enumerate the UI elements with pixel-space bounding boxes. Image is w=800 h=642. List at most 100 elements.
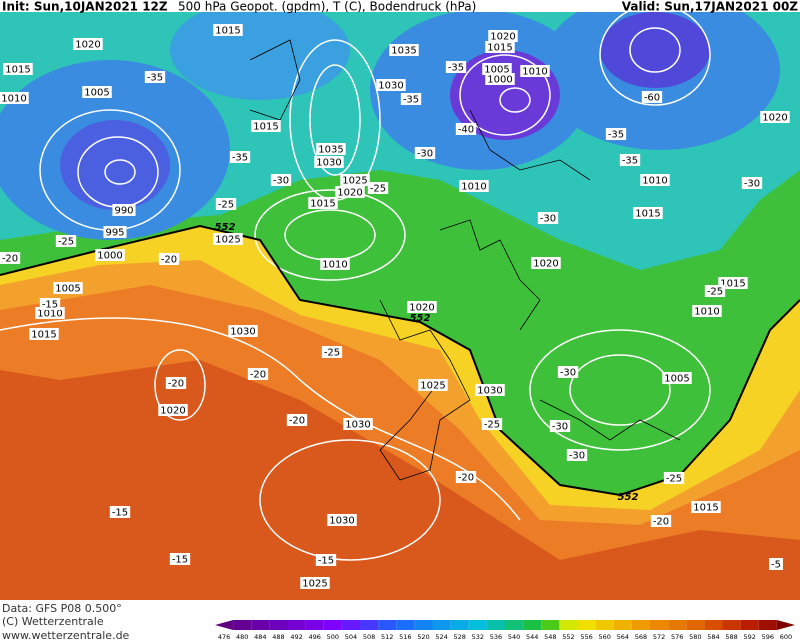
colorbar-cell (323, 620, 342, 630)
temperature-label: -25 (370, 184, 386, 195)
colorbar-label: 600 (780, 633, 792, 641)
map-fill (0, 12, 800, 600)
colorbar-label: 552 (562, 633, 574, 641)
pressure-label-group: 1020 (158, 404, 188, 417)
pressure-label: 1020 (75, 40, 100, 51)
temperature-label: -35 (608, 130, 624, 141)
colorbar-label: 528 (453, 633, 465, 641)
temperature-label: -25 (707, 287, 723, 298)
pressure-label-box (3, 63, 33, 75)
temperature-label: -40 (458, 125, 474, 136)
temperature-label-box (109, 506, 131, 518)
pressure-label-group: 1020 (760, 111, 790, 124)
temperature-label-group: -35 (400, 93, 422, 106)
pressure-label-box (103, 226, 127, 238)
pressure-label-group: 1030 (228, 325, 258, 338)
pressure-label-box (53, 282, 83, 294)
labels: 1020 1015 1010 1005 990 995 1000 1005 1010 1015 10… (0, 24, 790, 590)
pressure-label-box (482, 63, 512, 75)
pressure-label: 1035 (318, 145, 343, 156)
pressure-label-group: 1005 (82, 86, 112, 99)
pressure-label-box (158, 404, 188, 416)
temperature-label-box (0, 252, 21, 264)
temperature-label: -25 (484, 420, 500, 431)
pressure-label-box (485, 41, 515, 53)
pressure-label: 1020 (409, 303, 434, 314)
pressure-label-group: 1030 (376, 79, 406, 92)
pressure-label: 1015 (720, 279, 745, 290)
temperature-label: -25 (58, 237, 74, 248)
temperature-label-box (549, 420, 571, 432)
colorbar-label: 488 (272, 633, 284, 641)
temperature-label-box (414, 147, 436, 159)
pressure-label-group: 1035 (389, 44, 419, 57)
colorbar-label: 512 (381, 633, 393, 641)
colorbar-cell (486, 620, 505, 630)
colorbar-label: 596 (762, 633, 774, 641)
pressure-label-box (314, 156, 344, 168)
coastlines (249, 39, 681, 481)
colorbar-label: 496 (308, 633, 320, 641)
pressure-label-box (343, 418, 373, 430)
colorbar-cell (740, 620, 759, 630)
pressure-label-group: 1010 (692, 305, 722, 318)
pressure-label: 990 (114, 206, 133, 217)
pressure-label: 1005 (664, 374, 689, 385)
temperature-label: -30 (569, 451, 585, 462)
temperature-label: -25 (666, 474, 682, 485)
colorbar-cell (269, 620, 288, 630)
temperature-label-group: -20 (0, 252, 21, 265)
pressure-label-group: 1010 (459, 180, 489, 193)
temperature-label-group: -30 (270, 174, 292, 187)
temperature-label: -30 (540, 214, 556, 225)
pressure-label-group: 1030 (475, 384, 505, 397)
temperature-label-box (55, 235, 77, 247)
pressure-label-box (692, 305, 722, 317)
colorbar-label: 476 (218, 633, 230, 641)
pressure-label-box (459, 180, 489, 192)
pressure-label-group: 1030 (314, 156, 344, 169)
pressure-label: 1015 (5, 65, 30, 76)
pressure-label-box (213, 24, 243, 36)
pressure-label-group: 1020 (407, 301, 437, 314)
colorbar-label: 500 (327, 633, 339, 641)
pressure-label-group: 1005 (482, 63, 512, 76)
pressure-label-group: 1005 (662, 372, 692, 385)
isobars (0, 12, 711, 561)
height-label: 552 (215, 222, 236, 233)
pressure-label: 1020 (490, 32, 515, 43)
pressure-label-group: 1000 (95, 249, 125, 262)
field (170, 12, 350, 100)
pressure-label-group: 1015 (3, 63, 33, 76)
colorbar-cell (215, 620, 234, 630)
pressure-label-box (251, 120, 281, 132)
temperature-label-group: -35 (445, 61, 467, 74)
temperature-label-group: -25 (481, 418, 503, 431)
pressure-label: 1025 (420, 381, 445, 392)
pressure-label: 1030 (345, 420, 370, 431)
colorbar-label: 580 (689, 633, 701, 641)
pressure-label-box (633, 207, 663, 219)
pressure-label: 1010 (1, 94, 26, 105)
pressure-label-group: 1020 (488, 30, 518, 43)
temperature-label-group: -20 (165, 377, 187, 390)
colorbar-cell (450, 620, 469, 630)
temperature-label-box (566, 449, 588, 461)
temperature-label-box (165, 377, 187, 389)
pressure-label-box (718, 277, 748, 289)
pressure-label-box (308, 197, 338, 209)
temperature-label-group: -25 (215, 198, 237, 211)
temperature-label: -20 (289, 416, 305, 427)
pressure-label: 1030 (329, 516, 354, 527)
height-label: 552 (618, 492, 639, 503)
temperature-label-group: -30 (537, 212, 559, 225)
temperature-label-box (455, 123, 477, 135)
pressure-label: 1010 (642, 176, 667, 187)
pressure-label: 1030 (230, 327, 255, 338)
pressure-label-box (475, 384, 505, 396)
pressure-label-group: 1035 (316, 143, 346, 156)
pressure-label-group: 995 (103, 226, 127, 239)
temperature-label: -30 (560, 368, 576, 379)
colorbar-cell (722, 620, 741, 630)
colorbar-cell (541, 620, 560, 630)
